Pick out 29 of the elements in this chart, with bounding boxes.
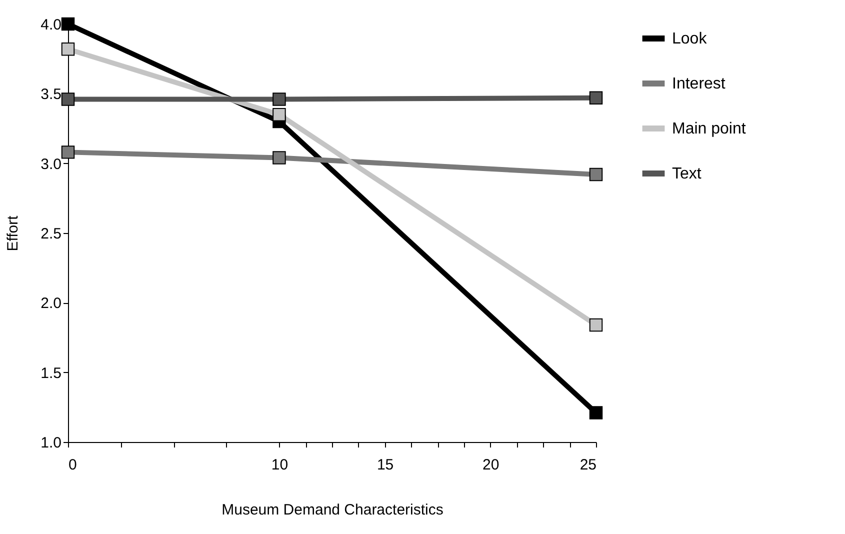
y-tick-label: 1.5 (40, 364, 62, 382)
x-tick-label: 25 (580, 456, 596, 474)
point (61, 17, 75, 31)
point (589, 406, 603, 420)
x-tick-label: 0 (68, 456, 77, 474)
point (272, 151, 286, 164)
y-tick-label: 1.0 (40, 434, 62, 452)
point (61, 42, 75, 56)
x-tick-label: 10 (271, 456, 288, 474)
point (589, 91, 603, 104)
legend-label: Main point (672, 120, 746, 138)
y-tick-label: 2.5 (40, 226, 62, 242)
y-axis-title: Effort (4, 214, 22, 252)
x-tick-label: 15 (376, 456, 394, 474)
x-tick-label: 20 (482, 456, 500, 474)
y-tick-label: 2.0 (40, 295, 62, 312)
legend-label: Look (672, 30, 708, 48)
y-tick-label: 4.0 (40, 16, 62, 34)
x-axis-title: Museum Demand Characteristics (222, 502, 444, 518)
point (61, 92, 75, 106)
legend-label: Interest (672, 76, 726, 92)
y-tick-label: 3.0 (40, 156, 62, 173)
point (272, 108, 286, 122)
point (61, 146, 75, 159)
legend-label: Text (672, 166, 702, 182)
y-tick-label: 3.5 (40, 86, 62, 104)
point (589, 168, 603, 182)
point (589, 318, 603, 332)
point (272, 92, 286, 106)
